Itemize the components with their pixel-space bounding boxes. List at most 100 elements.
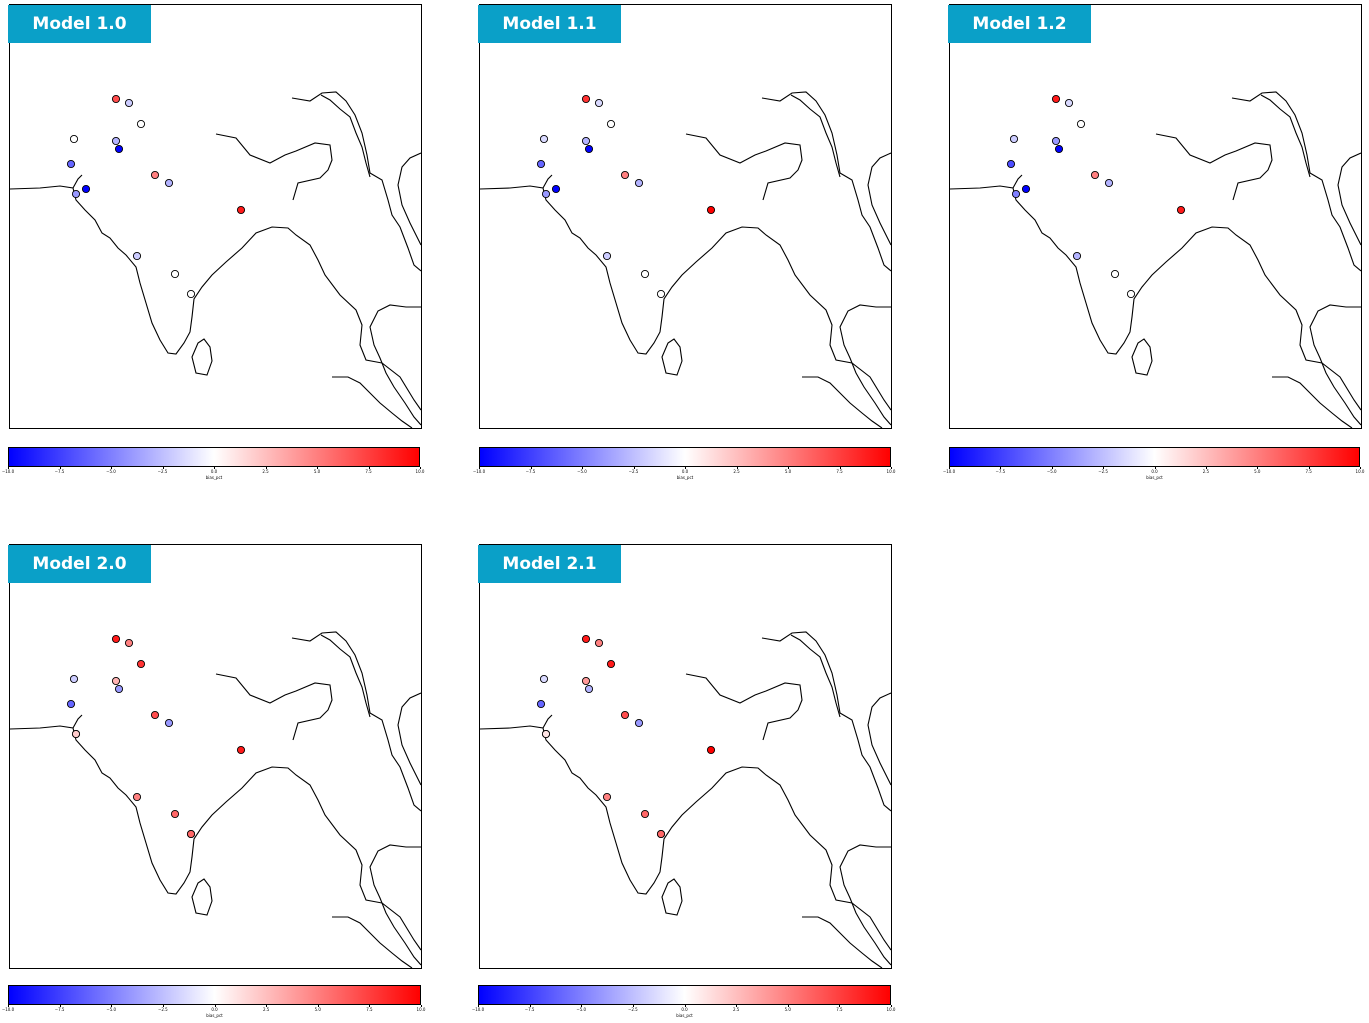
colorbar-tick-label: −5.0 bbox=[106, 469, 116, 474]
station-point bbox=[540, 675, 547, 682]
station-point bbox=[585, 685, 592, 692]
colorbar: −10.0 −7.5 −5.0 −2.5 0.0 2.5 5.0 7.5 10.0 bias_pc… bbox=[949, 447, 1360, 467]
station-point bbox=[635, 179, 642, 186]
station-point bbox=[137, 120, 144, 127]
coastline bbox=[480, 186, 891, 410]
station-point bbox=[595, 99, 602, 106]
colorbar-tick-label: 10.0 bbox=[1356, 469, 1365, 474]
station-point bbox=[595, 639, 602, 646]
coastline bbox=[1132, 339, 1152, 375]
colorbar-tick-label: 2.5 bbox=[1203, 469, 1209, 474]
station-point bbox=[125, 99, 132, 106]
colorbar-tick-label: 5.0 bbox=[314, 469, 320, 474]
coastline bbox=[662, 339, 682, 375]
colorbar-label: bias_pct bbox=[676, 1013, 693, 1018]
station-point bbox=[237, 206, 244, 213]
colorbar-tick-label: −2.5 bbox=[158, 1007, 168, 1012]
map-svg bbox=[480, 545, 891, 968]
station-point bbox=[585, 145, 592, 152]
station-point bbox=[82, 185, 89, 192]
colorbar-tick-label: −5.0 bbox=[576, 1007, 586, 1012]
station-point bbox=[582, 95, 589, 102]
station-point bbox=[1012, 190, 1019, 197]
colorbar-gradient bbox=[949, 447, 1360, 467]
coastline bbox=[216, 134, 332, 200]
station-point bbox=[171, 270, 178, 277]
colorbar-gradient bbox=[8, 447, 420, 467]
colorbar: −10.0 −7.5 −5.0 −2.5 0.0 2.5 5.0 7.5 10.0 bias_pc… bbox=[8, 985, 421, 1005]
coastline bbox=[192, 339, 212, 375]
colorbar-tick-label: 5.0 bbox=[785, 1007, 791, 1012]
colorbar-label: bias_pct bbox=[677, 475, 694, 480]
coastline bbox=[1013, 175, 1022, 188]
colorbar-tick-label: −7.5 bbox=[55, 469, 65, 474]
colorbar-tick-label: 0.0 bbox=[1151, 469, 1157, 474]
colorbar-gradient bbox=[8, 985, 421, 1005]
station-point bbox=[621, 711, 628, 718]
coastline bbox=[950, 186, 1361, 410]
colorbar-tick-label: 2.5 bbox=[262, 469, 268, 474]
colorbar-tick-label: 10.0 bbox=[417, 1007, 426, 1012]
station-point bbox=[641, 270, 648, 277]
station-point bbox=[171, 810, 178, 817]
coastline bbox=[370, 845, 421, 965]
colorbar-tick-label: −7.5 bbox=[996, 469, 1006, 474]
colorbar-tick-label: 2.5 bbox=[733, 469, 739, 474]
coastline bbox=[1232, 92, 1361, 271]
colorbar-tick-label: −7.5 bbox=[526, 469, 536, 474]
station-point bbox=[115, 145, 122, 152]
coastline bbox=[686, 134, 802, 200]
colorbar-tick-label: 5.0 bbox=[785, 469, 791, 474]
map-svg bbox=[480, 5, 891, 428]
colorbar-label: bias_pct bbox=[1146, 475, 1163, 480]
station-point bbox=[125, 639, 132, 646]
coastline bbox=[216, 674, 332, 740]
colorbar-tick-label: 7.5 bbox=[366, 1007, 372, 1012]
station-point bbox=[1091, 171, 1098, 178]
coastline bbox=[332, 917, 412, 968]
station-point bbox=[112, 635, 119, 642]
station-point bbox=[540, 135, 547, 142]
colorbar-tick-label: 10.0 bbox=[887, 1007, 896, 1012]
station-point bbox=[707, 746, 714, 753]
coastline bbox=[1156, 134, 1272, 200]
station-point bbox=[657, 290, 664, 297]
station-point bbox=[603, 252, 610, 259]
colorbar-label: bias_pct bbox=[206, 1013, 223, 1018]
colorbar-tick-label: 0.0 bbox=[682, 469, 688, 474]
colorbar-tick-label: −2.5 bbox=[629, 469, 639, 474]
station-point bbox=[151, 711, 158, 718]
coastline bbox=[686, 674, 802, 740]
station-point bbox=[237, 746, 244, 753]
station-point bbox=[133, 793, 140, 800]
station-point bbox=[133, 252, 140, 259]
station-point bbox=[1010, 135, 1017, 142]
coastline bbox=[840, 305, 891, 425]
model-title-badge: Model 1.2 bbox=[948, 5, 1091, 43]
colorbar: −10.0 −7.5 −5.0 −2.5 0.0 2.5 5.0 7.5 10.0 bias_pc… bbox=[8, 447, 420, 467]
station-point bbox=[165, 719, 172, 726]
station-point bbox=[1065, 99, 1072, 106]
colorbar-tick-label: 2.5 bbox=[263, 1007, 269, 1012]
map-svg bbox=[950, 5, 1361, 428]
station-point bbox=[1105, 179, 1112, 186]
colorbar-tick-label: 5.0 bbox=[315, 1007, 321, 1012]
model-title-badge: Model 1.1 bbox=[478, 5, 621, 43]
map-frame bbox=[949, 4, 1362, 429]
colorbar-tick-label: −10.0 bbox=[943, 469, 955, 474]
coastline bbox=[543, 715, 552, 728]
station-point bbox=[115, 685, 122, 692]
station-point bbox=[542, 190, 549, 197]
station-point bbox=[621, 171, 628, 178]
station-point bbox=[607, 660, 614, 667]
colorbar-tick-label: 0.0 bbox=[211, 469, 217, 474]
station-point bbox=[151, 171, 158, 178]
coastline bbox=[662, 879, 682, 915]
station-point bbox=[582, 677, 589, 684]
colorbar-tick-label: −2.5 bbox=[158, 469, 168, 474]
coastline bbox=[543, 175, 552, 188]
colorbar-tick-label: −5.0 bbox=[106, 1007, 116, 1012]
coastline bbox=[480, 726, 891, 950]
station-point bbox=[187, 830, 194, 837]
station-point bbox=[112, 95, 119, 102]
